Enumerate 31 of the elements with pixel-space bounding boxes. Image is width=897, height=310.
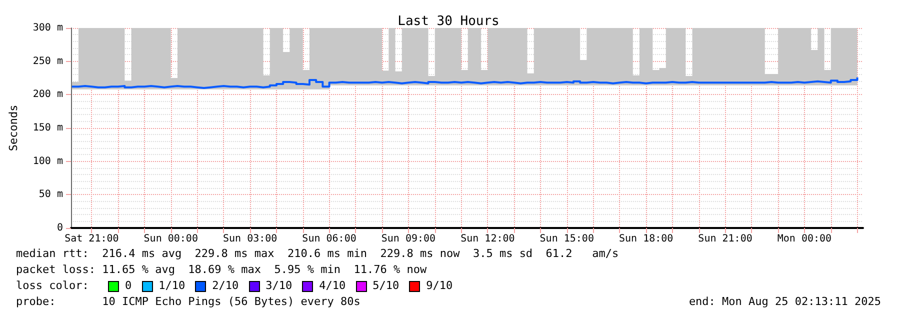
x-tick-label: Sat 21:00 bbox=[64, 234, 119, 244]
text: end: Mon Aug 25 02:13:11 2025 bbox=[688, 295, 881, 308]
y-tick-label: 300 m bbox=[32, 22, 63, 34]
y-tick-label: 200 m bbox=[32, 89, 63, 100]
text: 0 bbox=[125, 278, 132, 294]
x-tick-label: Sun 12:00 bbox=[460, 234, 515, 244]
x-tick-label: Mon 00:00 bbox=[777, 234, 832, 244]
x-tick-label: Sun 21:00 bbox=[698, 234, 752, 244]
chart-title: Last 30 Hours bbox=[398, 14, 500, 29]
x-tick-label: Sun 00:00 bbox=[144, 234, 198, 244]
text: 5/10 bbox=[372, 278, 400, 294]
y-tick-label: 150 m bbox=[32, 122, 63, 134]
x-tick-label: Sun 03:00 bbox=[222, 234, 278, 244]
y-tick-label: 250 m bbox=[32, 56, 63, 67]
text: loss color: bbox=[16, 279, 89, 292]
y-tick-label: 100 m bbox=[32, 156, 63, 167]
y-tick-label: 50 m bbox=[38, 189, 63, 200]
y-axis-title: Seconds bbox=[7, 104, 20, 152]
x-tick-label: Sun 18:00 bbox=[618, 234, 674, 244]
text: 3/10 bbox=[266, 278, 292, 294]
text: packet loss: 11.65 % avg 18.69 % max 5.95 % min 11.76 % now bbox=[16, 263, 427, 276]
x-tick-label: Sun 06:00 bbox=[302, 234, 356, 244]
text: 9/10 bbox=[426, 278, 453, 294]
text: probe: 10 ICMP Echo Pings (56 Bytes) every 80s bbox=[16, 295, 360, 308]
text: 4/10 bbox=[319, 278, 346, 294]
y-tick-label: 0 bbox=[56, 222, 63, 234]
text: 1/10 bbox=[158, 278, 186, 294]
x-tick-label: Sun 09:00 bbox=[381, 234, 436, 244]
text: median rtt: 216.4 ms avg 229.8 ms max 210.6 ms min 229.8 ms now 3.5 ms sd 61.2 am/s bbox=[16, 247, 619, 260]
text: 2/10 bbox=[212, 278, 239, 294]
x-tick-label: Sun 15:00 bbox=[540, 234, 594, 244]
